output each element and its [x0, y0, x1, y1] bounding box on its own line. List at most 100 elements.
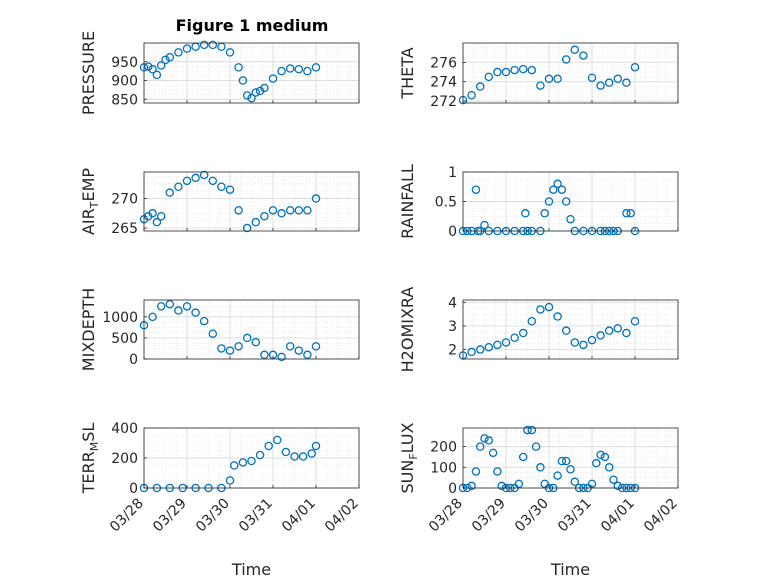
data-point: [238, 458, 248, 467]
plot-area: [144, 172, 359, 231]
data-point: [311, 63, 321, 72]
figure-title: Figure 1 medium: [176, 16, 329, 35]
data-point: [294, 346, 304, 355]
data-point: [199, 40, 209, 50]
y-tick-label: 2: [448, 343, 457, 359]
data-point: [156, 61, 166, 70]
data-point: [540, 209, 549, 218]
data-point: [251, 337, 261, 347]
data-point: [208, 40, 218, 50]
data-point: [561, 55, 571, 64]
data-point: [622, 328, 631, 338]
data-point: [475, 442, 485, 451]
data-point: [182, 176, 192, 186]
data-point: [510, 65, 519, 75]
data-point: [230, 461, 239, 470]
data-point: [613, 324, 623, 333]
y-tick-label: 100: [430, 460, 457, 476]
data-point: [311, 342, 321, 351]
y-axis-label: AIRTEMP: [79, 168, 101, 235]
data-point: [592, 458, 601, 468]
x-axis-label: Time: [550, 560, 590, 579]
data-point: [467, 91, 476, 100]
data-point: [199, 316, 209, 326]
data-point: [191, 308, 200, 317]
data-point: [148, 312, 157, 322]
data-point: [613, 74, 623, 84]
data-point: [174, 182, 183, 191]
data-point: [161, 55, 170, 65]
y-axis-label: H2OMIXRA: [398, 287, 417, 373]
data-point: [307, 449, 316, 458]
data-point: [626, 209, 635, 218]
x-axis-label: Time: [231, 560, 271, 579]
data-point: [536, 463, 545, 472]
data-point: [596, 81, 605, 90]
y-tick-label: 0: [448, 224, 457, 240]
y-tick-label: 1000: [102, 310, 138, 326]
data-point: [285, 206, 295, 215]
data-point: [294, 65, 304, 74]
data-point: [604, 463, 614, 472]
data-point: [144, 62, 153, 71]
data-point: [510, 333, 519, 343]
data-point: [600, 452, 610, 462]
data-point: [622, 209, 631, 218]
data-point: [303, 350, 312, 360]
data-point: [217, 182, 226, 191]
y-tick-label: 270: [111, 192, 138, 208]
data-point: [148, 209, 157, 218]
data-point: [518, 452, 528, 462]
data-point: [570, 45, 580, 55]
data-point: [260, 211, 269, 221]
y-tick-label: 400: [111, 421, 138, 437]
data-point: [553, 471, 562, 480]
data-point: [182, 302, 192, 311]
data-point: [596, 450, 605, 460]
data-point: [544, 74, 554, 84]
data-point: [596, 331, 605, 340]
data-point: [604, 78, 614, 87]
data-point: [260, 83, 269, 93]
data-point: [480, 220, 489, 230]
y-axis-label: RAINFALL: [398, 164, 417, 239]
data-point: [527, 316, 537, 326]
y-tick-label: 274: [430, 75, 457, 91]
data-point: [561, 197, 571, 206]
y-tick-label: 0: [129, 481, 138, 497]
data-point: [255, 450, 265, 460]
data-point: [493, 340, 502, 350]
data-point: [579, 51, 588, 60]
data-point: [471, 467, 481, 476]
data-point: [234, 63, 243, 72]
data-point: [225, 48, 235, 57]
data-point: [277, 209, 286, 218]
data-point: [148, 65, 157, 74]
subplot-3: 265 270 AIRTEMP: [79, 168, 360, 237]
y-tick-label: 272: [430, 94, 457, 110]
data-point: [165, 53, 175, 62]
data-point: [549, 185, 558, 194]
data-point: [238, 76, 248, 85]
data-point: [242, 333, 252, 343]
data-point: [174, 48, 183, 57]
axes-box: [143, 42, 360, 104]
data-point: [290, 452, 299, 461]
axes-box: [462, 42, 679, 104]
data-point: [294, 206, 304, 215]
data-point: [553, 312, 562, 321]
subplot-2: 272 274 276 THETA: [398, 42, 679, 110]
data-point: [268, 74, 278, 83]
y-tick-label: 0.5: [435, 195, 457, 211]
data-point: [208, 329, 218, 338]
data-point: [544, 302, 554, 312]
y-tick-label: 500: [111, 331, 138, 347]
y-tick-label: 900: [111, 74, 138, 90]
subplot-6: 2 3 4 H2OMIXRA: [398, 287, 679, 373]
axes-box: [143, 171, 360, 232]
data-point: [561, 456, 571, 466]
data-point: [609, 475, 618, 484]
y-tick-label: 3: [448, 319, 457, 335]
data-point: [285, 342, 295, 351]
